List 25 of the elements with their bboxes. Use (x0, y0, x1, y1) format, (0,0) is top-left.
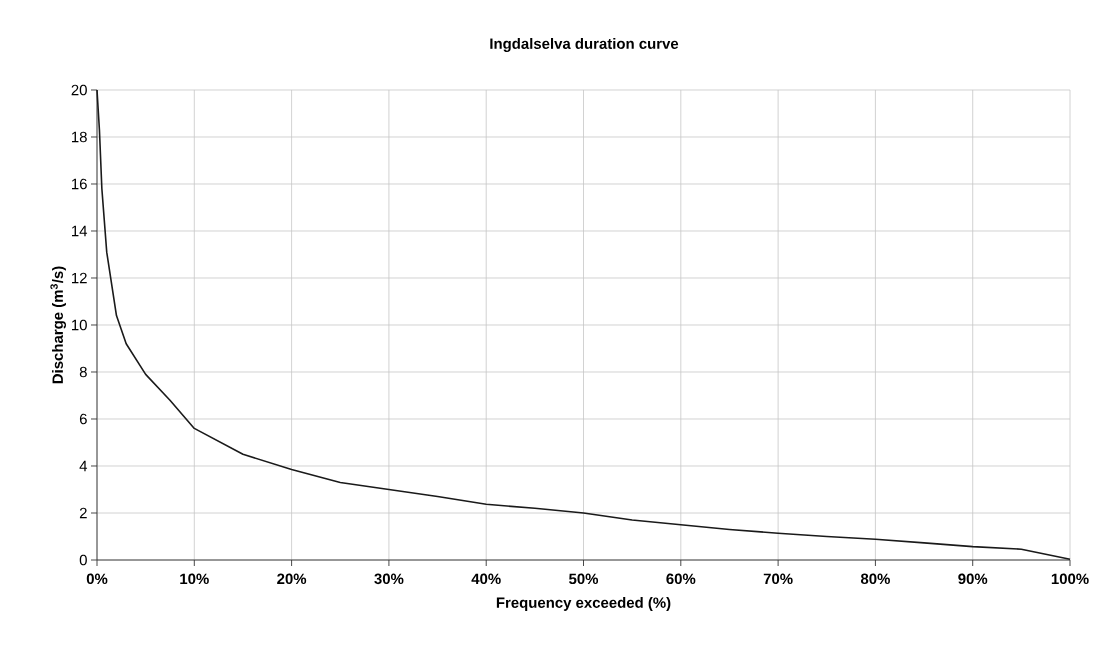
y-tick-label: 4 (79, 460, 88, 472)
x-tick-label: 40% (471, 573, 501, 585)
y-tick-label: 6 (79, 413, 87, 425)
x-tick-label: 30% (374, 573, 404, 585)
y-tick-label: 16 (72, 178, 87, 190)
y-tick-label: 8 (79, 366, 87, 378)
y-tick-label: 14 (72, 225, 88, 237)
x-tick-label: 90% (958, 573, 988, 585)
x-tick-label: 60% (666, 573, 696, 585)
x-tick-label: 20% (277, 573, 307, 585)
y-tick-label: 12 (72, 272, 87, 284)
x-axis-title: Frequency exceeded (%) (496, 596, 671, 611)
y-tick-label: 2 (79, 507, 87, 519)
x-tick-label: 100% (1051, 573, 1089, 585)
x-tick-label: 70% (763, 573, 793, 585)
y-axis-title: Discharge (m$^{3}$/s) (50, 266, 67, 384)
x-tick-label: 0% (86, 573, 108, 585)
x-tick-label: 50% (569, 573, 599, 585)
y-tick-label: 20 (71, 84, 87, 96)
x-tick-label: 80% (860, 573, 890, 585)
y-tick-label: 18 (72, 131, 87, 143)
x-tick-label: 10% (180, 573, 209, 585)
y-tick-label: 0 (79, 554, 87, 566)
chart-title: Ingdalselva duration curve (490, 37, 679, 52)
y-tick-label: 10 (72, 319, 87, 331)
